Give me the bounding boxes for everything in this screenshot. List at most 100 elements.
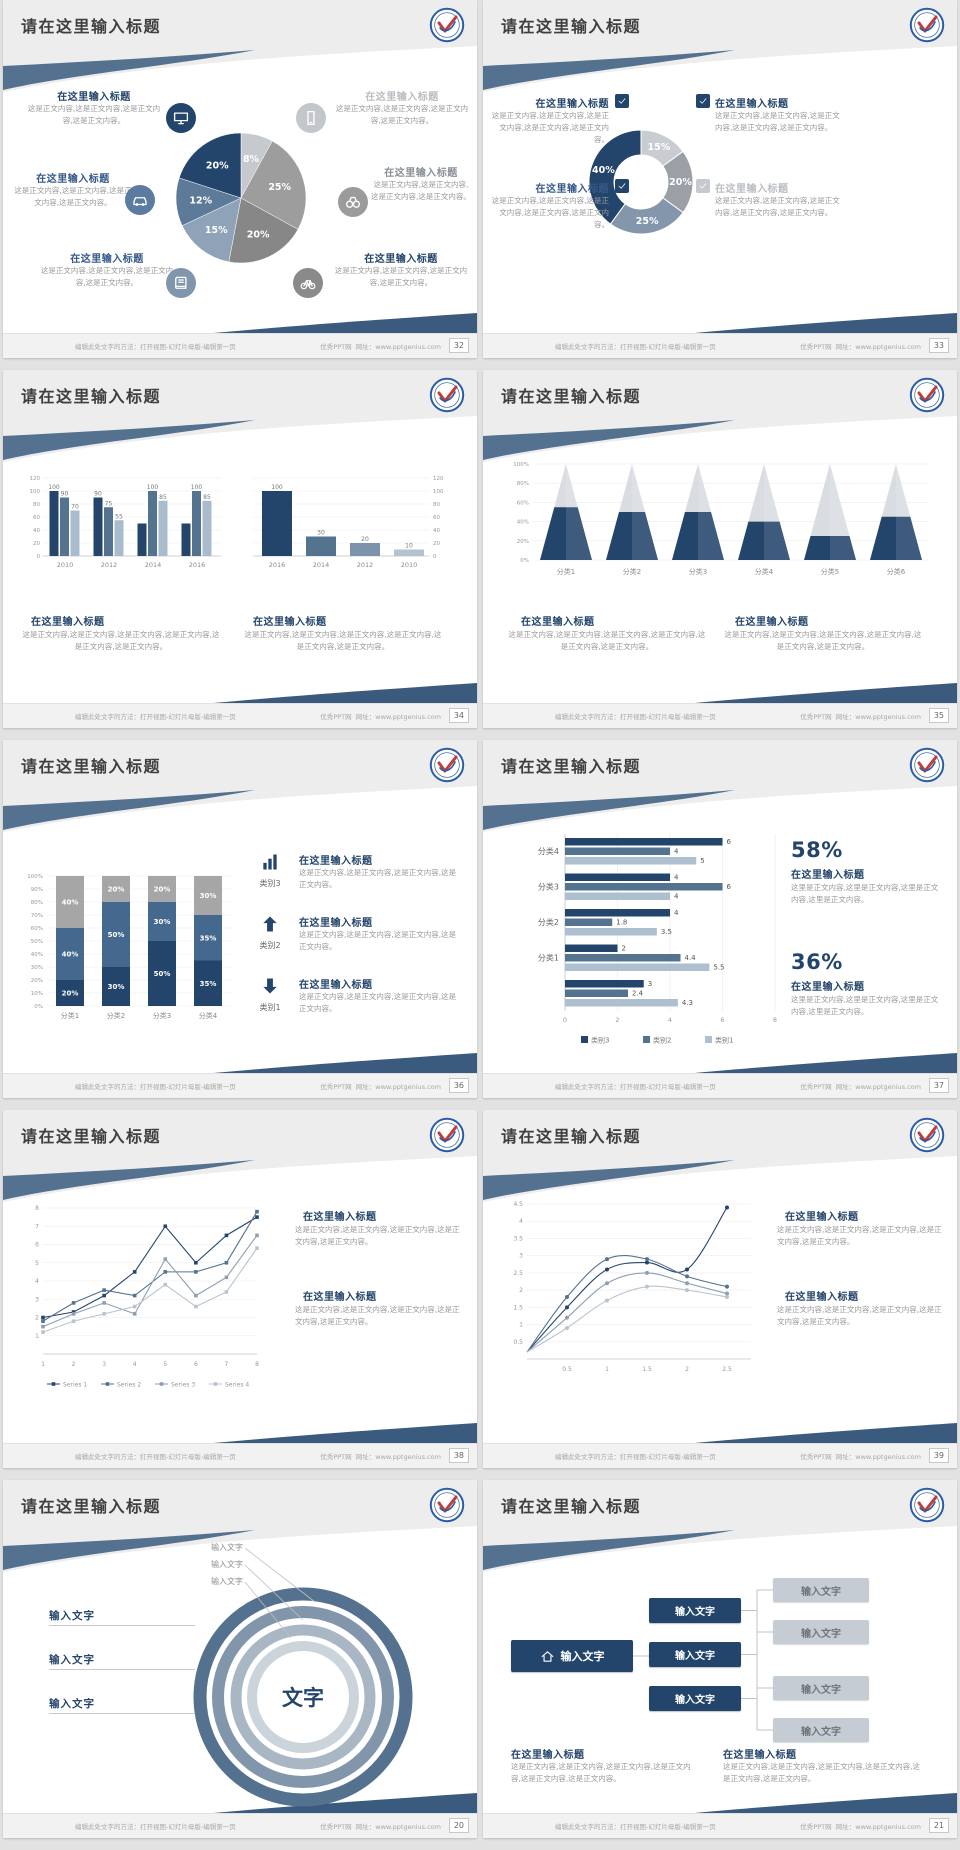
chart-label: 4: [133, 1361, 137, 1368]
chart-label: 1: [605, 1366, 609, 1373]
chart-label: 8: [773, 1016, 777, 1024]
section-heading: 在这里输入标题: [511, 1750, 585, 1761]
flow-node-button[interactable]: 输入文字: [649, 1642, 741, 1667]
checkbox-callout: 在这里输入标题 这是正文内容,这是正文内容,这是正文内容,这是正文内容,这是正文…: [491, 95, 609, 146]
book-icon: [175, 276, 187, 289]
slide-thumbnail-4[interactable]: 请在这里输入标题 0% 20% 40% 60% 80% 100% 分类1 分类2 分类3 分类4 分…: [483, 370, 957, 728]
category-body: 这是正文内容,这是正文内容,这是正文内容,这是正文内容。: [299, 930, 457, 952]
ring-label: 输入文字: [211, 1577, 243, 1586]
chart-label: 4.4: [685, 954, 697, 962]
footer-edit-hint: 编辑此处文字的方法：打开视图-幻灯片母版-编辑第一页: [555, 343, 716, 351]
flow-subnode-button[interactable]: 输入文字: [773, 1620, 869, 1644]
footer-edit-hint: 编辑此处文字的方法：打开视图-幻灯片母版-编辑第一页: [555, 1453, 716, 1461]
callout-title: 在这里输入标题: [715, 184, 789, 195]
connector-lines: [244, 1547, 316, 1639]
chart-label: 60%: [31, 926, 43, 932]
flow-node-button[interactable]: 输入文字: [649, 1686, 741, 1711]
flow-subnode-button[interactable]: 输入文字: [773, 1578, 869, 1602]
section-body: 这是正文内容,这是正文内容,这是正文内容,这是正文内容,这是正文内容。: [295, 1305, 460, 1327]
bottom-wedge-decoration: [683, 1053, 957, 1074]
chart-label: 100: [30, 489, 41, 495]
footer-site-name: 优秀PPT网: [320, 343, 352, 351]
chart-label: 分类1: [538, 953, 559, 963]
callout-item: 在这里输入标题 这是正文内容,这是正文内容,这是正文内容,这是正文内容。: [38, 250, 176, 289]
horizontal-bar-chart: 0 2 4 6 8 分类4 6 4 5 分类3 4 6 4 分类2 4 1.8 3.5 分类1 2 4.4 5.5 3 2.…: [503, 830, 795, 1052]
home-node-button[interactable]: 输入文字: [511, 1640, 633, 1672]
callout-title: 在这里输入标题: [715, 99, 789, 110]
chart-label: 1.5: [513, 1304, 523, 1311]
footer-site-url: 网址：www.pptgenius.com: [835, 713, 921, 721]
chart-label: 2: [622, 945, 626, 953]
callout-title: 在这里输入标题: [384, 168, 458, 179]
footer-site: 优秀PPT网 网址：www.pptgenius.com: [800, 1821, 921, 1831]
chart-label: 0%: [520, 558, 529, 564]
slide-thumbnail-10[interactable]: 请在这里输入标题 输入文字 输入文字 输入文字 输入文字 输入文字 输入文字 输入文字 输入…: [483, 1480, 957, 1838]
category-body: 这是正文内容,这是正文内容,这是正文内容,这是正文内容。: [299, 992, 457, 1014]
chart-label: 35%: [200, 934, 217, 942]
chart-label: 15%: [648, 142, 671, 153]
slide-title: 请在这里输入标题: [501, 387, 642, 406]
callout-icon-circle: [166, 268, 196, 298]
flow-node-button[interactable]: 输入文字: [649, 1598, 741, 1623]
slide-footer: 编辑此处文字的方法：打开视图-幻灯片母版-编辑第一页 优秀PPT网 网址：www…: [3, 1073, 477, 1098]
section-heading: 在这里输入标题: [303, 1292, 377, 1303]
slide-thumbnail-9[interactable]: 请在这里输入标题 文字 输入文字 输入文字 输入文字 输入文字 输入文字 输入文…: [3, 1480, 477, 1838]
school-logo: [909, 377, 945, 417]
footer-site-name: 优秀PPT网: [320, 1823, 352, 1831]
slide-thumbnail-2[interactable]: 请在这里输入标题 15% 20% 25% 40% 在这里输入标题 这是正文内容,这是正…: [483, 0, 957, 358]
checkbox-icon[interactable]: [696, 94, 710, 108]
callout-item: 在这里输入标题 这是正文内容,这是正文内容,这是正文内容,这是正文内容。: [371, 164, 471, 203]
slide-thumbnail-6[interactable]: 请在这里输入标题 0 2 4 6 8 分类4 6 4 5 分类3 4 6 4 分类2 4 1.8 3.5 分类1 2…: [483, 740, 957, 1098]
chart-label: 20%: [62, 990, 79, 998]
chart-label: 1: [519, 1322, 523, 1329]
bottom-wedge-decoration: [683, 683, 957, 704]
chart-label: 7: [225, 1361, 229, 1368]
callout-title: 在这里输入标题: [57, 92, 131, 103]
chart-label: 90: [61, 491, 69, 498]
chart-label: 2010: [401, 561, 418, 569]
chart-label: 2: [72, 1361, 76, 1368]
page-number-badge: 33: [928, 338, 949, 353]
callout-title: 在这里输入标题: [364, 254, 438, 265]
flow-subnode-button[interactable]: 输入文字: [773, 1718, 869, 1742]
footer-site: 优秀PPT网 网址：www.pptgenius.com: [320, 1081, 441, 1091]
chart-label: 0: [563, 1016, 567, 1024]
chart-label: 20%: [206, 161, 229, 172]
checkbox-icon[interactable]: [615, 94, 629, 108]
slide-thumbnail-1[interactable]: 请在这里输入标题 8% 25% 20% 15% 12% 20% 在这里输入标题 这是正文内…: [3, 0, 477, 358]
chart-label: 分类5: [821, 567, 839, 576]
slide-thumbnail-8[interactable]: 请在这里输入标题 0.5 1 1.5 2 2.5 3 3.5 4 4.5 0.5 1 1.5 2 2.5 …: [483, 1110, 957, 1468]
checkbox-icon[interactable]: [615, 179, 629, 193]
chart-label: 3: [35, 1296, 39, 1303]
chart-label: 类别3: [591, 1036, 609, 1045]
chart-label: 30%: [154, 918, 171, 926]
chart-label: 35%: [200, 980, 217, 988]
flow-subnode-button[interactable]: 输入文字: [773, 1676, 869, 1700]
top-curve-decoration: [3, 370, 477, 462]
category-heading: 在这里输入标题: [299, 918, 373, 929]
chart-label: 类别2: [653, 1036, 671, 1045]
top-curve-decoration: [3, 1110, 477, 1202]
slide-thumbnail-7[interactable]: 请在这里输入标题 1 2 3 4 5 6 7 8 1 2 3 4 5 6 7 8 Series 1 Series …: [3, 1110, 477, 1468]
ring-label: 输入文字: [211, 1560, 243, 1569]
category-icon-block: 类别1: [253, 976, 287, 1015]
chart-label: 85: [159, 494, 167, 501]
bar-chart-icon: [263, 854, 277, 870]
footer-site: 优秀PPT网 网址：www.pptgenius.com: [800, 711, 921, 721]
chart-label: 40%: [31, 952, 43, 958]
top-curve-decoration: [3, 740, 477, 832]
bottom-wedge-decoration: [683, 1793, 957, 1814]
chart-label: 分类1: [61, 1011, 79, 1020]
category-body: 这是正文内容,这是正文内容,这是正文内容,这是正文内容。: [299, 868, 457, 890]
school-logo: [429, 7, 465, 47]
chart-label: 60: [433, 515, 440, 521]
chart-label: 10%: [31, 991, 43, 997]
callout-body: 这是正文内容,这是正文内容,这是正文内容,这是正文内容。: [14, 186, 132, 208]
checkbox-icon[interactable]: [696, 179, 710, 193]
chart-label: 2012: [101, 561, 118, 569]
section-heading: 在这里输入标题: [735, 617, 809, 628]
school-logo: [909, 7, 945, 47]
chart-label: 75: [105, 500, 113, 507]
slide-thumbnail-3[interactable]: 请在这里输入标题 0 20 40 60 80 100 120 2010 100 90 70 2012 9…: [3, 370, 477, 728]
slide-thumbnail-5[interactable]: 请在这里输入标题 0% 10% 20% 30% 40% 50% 60% 70% 80% 90% 10…: [3, 740, 477, 1098]
